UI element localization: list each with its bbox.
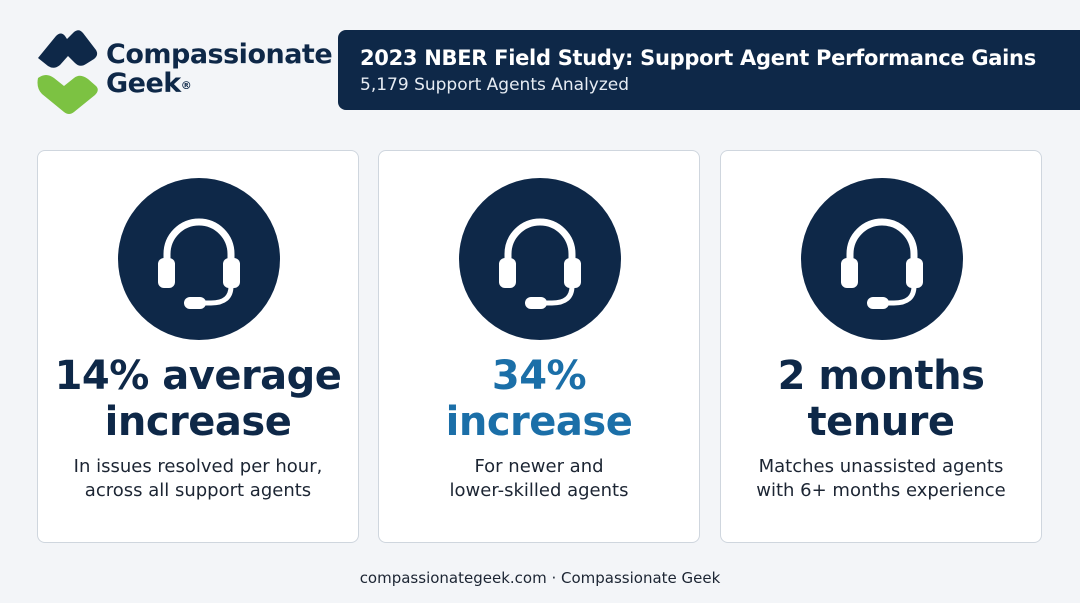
stat-description: In issues resolved per hour, across all …: [48, 455, 348, 503]
desc-line1: Matches unassisted agents: [758, 456, 1004, 477]
desc-line1: For newer and: [474, 456, 604, 477]
stat-description: For newer and lower-skilled agents: [389, 455, 689, 503]
page-subtitle: 5,179 Support Agents Analyzed: [360, 75, 630, 95]
icon-circle: [459, 178, 621, 340]
stat-card-tenure: 2 months tenure Matches unassisted agent…: [720, 150, 1042, 543]
stat-line1: 2 months: [777, 353, 985, 399]
headset-icon: [841, 218, 923, 309]
stat-line1: 34%: [491, 353, 587, 399]
brand-logo: Compassionate Geek®: [34, 28, 333, 114]
footer-credit: compassionategeek.com · Compassionate Ge…: [359, 569, 721, 587]
icon-circle: [801, 178, 963, 340]
stat-value: 2 months tenure: [721, 353, 1041, 445]
stat-value: 14% average increase: [38, 353, 358, 445]
stat-card-average-increase: 14% average increase In issues resolved …: [37, 150, 359, 543]
brand-name: Compassionate Geek®: [106, 39, 333, 99]
desc-line1: In issues resolved per hour,: [73, 456, 323, 477]
desc-line2: lower-skilled agents: [449, 480, 629, 501]
brand-name-line1: Compassionate: [106, 39, 333, 70]
stat-line2: tenure: [807, 399, 955, 445]
headset-icon: [499, 218, 581, 309]
desc-line2: across all support agents: [84, 480, 312, 501]
stat-description: Matches unassisted agents with 6+ months…: [731, 455, 1031, 503]
brand-name-line2: Geek®: [106, 68, 192, 99]
stat-value: 34% increase: [379, 353, 699, 445]
stat-line1: 14% average: [54, 353, 342, 399]
stat-line2: increase: [445, 399, 633, 445]
headset-icon: [158, 218, 240, 309]
registered-mark: ®: [180, 79, 192, 92]
header-banner: 2023 NBER Field Study: Support Agent Per…: [338, 30, 1080, 110]
icon-circle: [118, 178, 280, 340]
hands-logo-icon: [37, 30, 98, 114]
stat-line2: increase: [104, 399, 292, 445]
desc-line2: with 6+ months experience: [756, 480, 1006, 501]
page-title: 2023 NBER Field Study: Support Agent Per…: [360, 46, 1036, 70]
stat-card-newer-agents: 34% increase For newer and lower-skilled…: [378, 150, 700, 543]
